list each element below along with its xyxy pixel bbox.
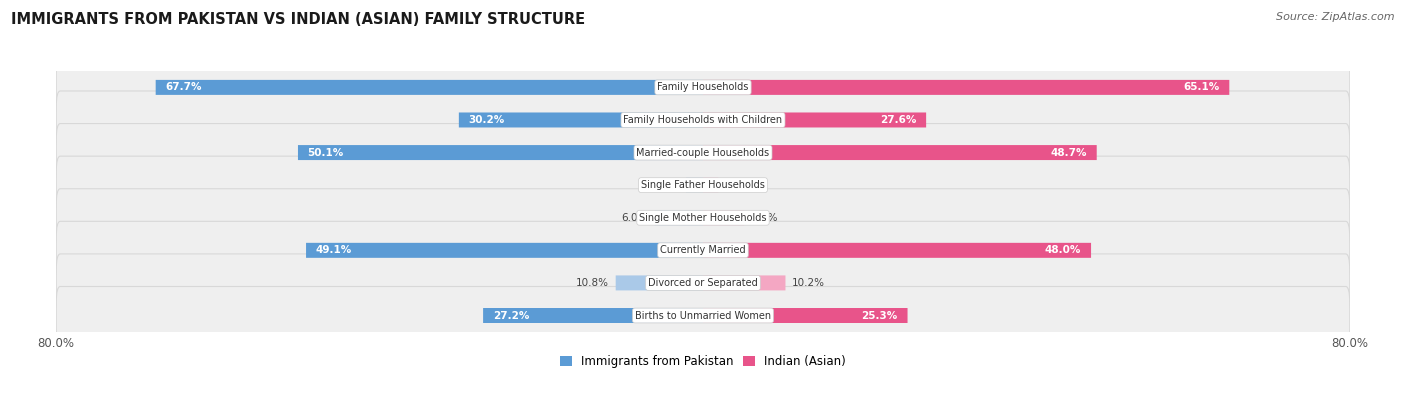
Text: Single Father Households: Single Father Households xyxy=(641,180,765,190)
FancyBboxPatch shape xyxy=(703,178,718,193)
Text: 10.2%: 10.2% xyxy=(792,278,825,288)
FancyBboxPatch shape xyxy=(298,145,703,160)
Text: 48.0%: 48.0% xyxy=(1045,245,1081,255)
Text: 6.0%: 6.0% xyxy=(621,213,648,223)
Text: Births to Unmarried Women: Births to Unmarried Women xyxy=(636,310,770,320)
Text: 30.2%: 30.2% xyxy=(468,115,505,125)
FancyBboxPatch shape xyxy=(56,254,1350,312)
Text: 27.6%: 27.6% xyxy=(880,115,917,125)
Text: 50.1%: 50.1% xyxy=(308,148,344,158)
Text: 5.1%: 5.1% xyxy=(751,213,778,223)
Text: Married-couple Households: Married-couple Households xyxy=(637,148,769,158)
FancyBboxPatch shape xyxy=(307,243,703,258)
FancyBboxPatch shape xyxy=(686,178,703,193)
Text: 2.1%: 2.1% xyxy=(652,180,679,190)
Text: Family Households: Family Households xyxy=(658,83,748,92)
Text: 48.7%: 48.7% xyxy=(1050,148,1087,158)
Legend: Immigrants from Pakistan, Indian (Asian): Immigrants from Pakistan, Indian (Asian) xyxy=(555,350,851,373)
FancyBboxPatch shape xyxy=(56,286,1350,344)
FancyBboxPatch shape xyxy=(56,221,1350,279)
FancyBboxPatch shape xyxy=(616,275,703,290)
Text: 27.2%: 27.2% xyxy=(494,310,529,320)
FancyBboxPatch shape xyxy=(703,243,1091,258)
Text: 67.7%: 67.7% xyxy=(166,83,202,92)
FancyBboxPatch shape xyxy=(56,124,1350,182)
Text: 1.9%: 1.9% xyxy=(725,180,751,190)
FancyBboxPatch shape xyxy=(156,80,703,95)
Text: Single Mother Households: Single Mother Households xyxy=(640,213,766,223)
FancyBboxPatch shape xyxy=(703,308,907,323)
FancyBboxPatch shape xyxy=(56,91,1350,149)
FancyBboxPatch shape xyxy=(703,113,927,128)
Text: Currently Married: Currently Married xyxy=(661,245,745,255)
Text: Family Households with Children: Family Households with Children xyxy=(623,115,783,125)
FancyBboxPatch shape xyxy=(56,156,1350,214)
FancyBboxPatch shape xyxy=(703,210,744,225)
FancyBboxPatch shape xyxy=(703,275,786,290)
Text: Source: ZipAtlas.com: Source: ZipAtlas.com xyxy=(1277,12,1395,22)
Text: 25.3%: 25.3% xyxy=(862,310,898,320)
FancyBboxPatch shape xyxy=(56,189,1350,247)
FancyBboxPatch shape xyxy=(703,145,1097,160)
FancyBboxPatch shape xyxy=(484,308,703,323)
Text: IMMIGRANTS FROM PAKISTAN VS INDIAN (ASIAN) FAMILY STRUCTURE: IMMIGRANTS FROM PAKISTAN VS INDIAN (ASIA… xyxy=(11,12,585,27)
FancyBboxPatch shape xyxy=(654,210,703,225)
Text: 10.8%: 10.8% xyxy=(576,278,609,288)
FancyBboxPatch shape xyxy=(56,58,1350,117)
FancyBboxPatch shape xyxy=(703,80,1229,95)
Text: 49.1%: 49.1% xyxy=(316,245,352,255)
Text: 65.1%: 65.1% xyxy=(1184,83,1219,92)
FancyBboxPatch shape xyxy=(458,113,703,128)
Text: Divorced or Separated: Divorced or Separated xyxy=(648,278,758,288)
